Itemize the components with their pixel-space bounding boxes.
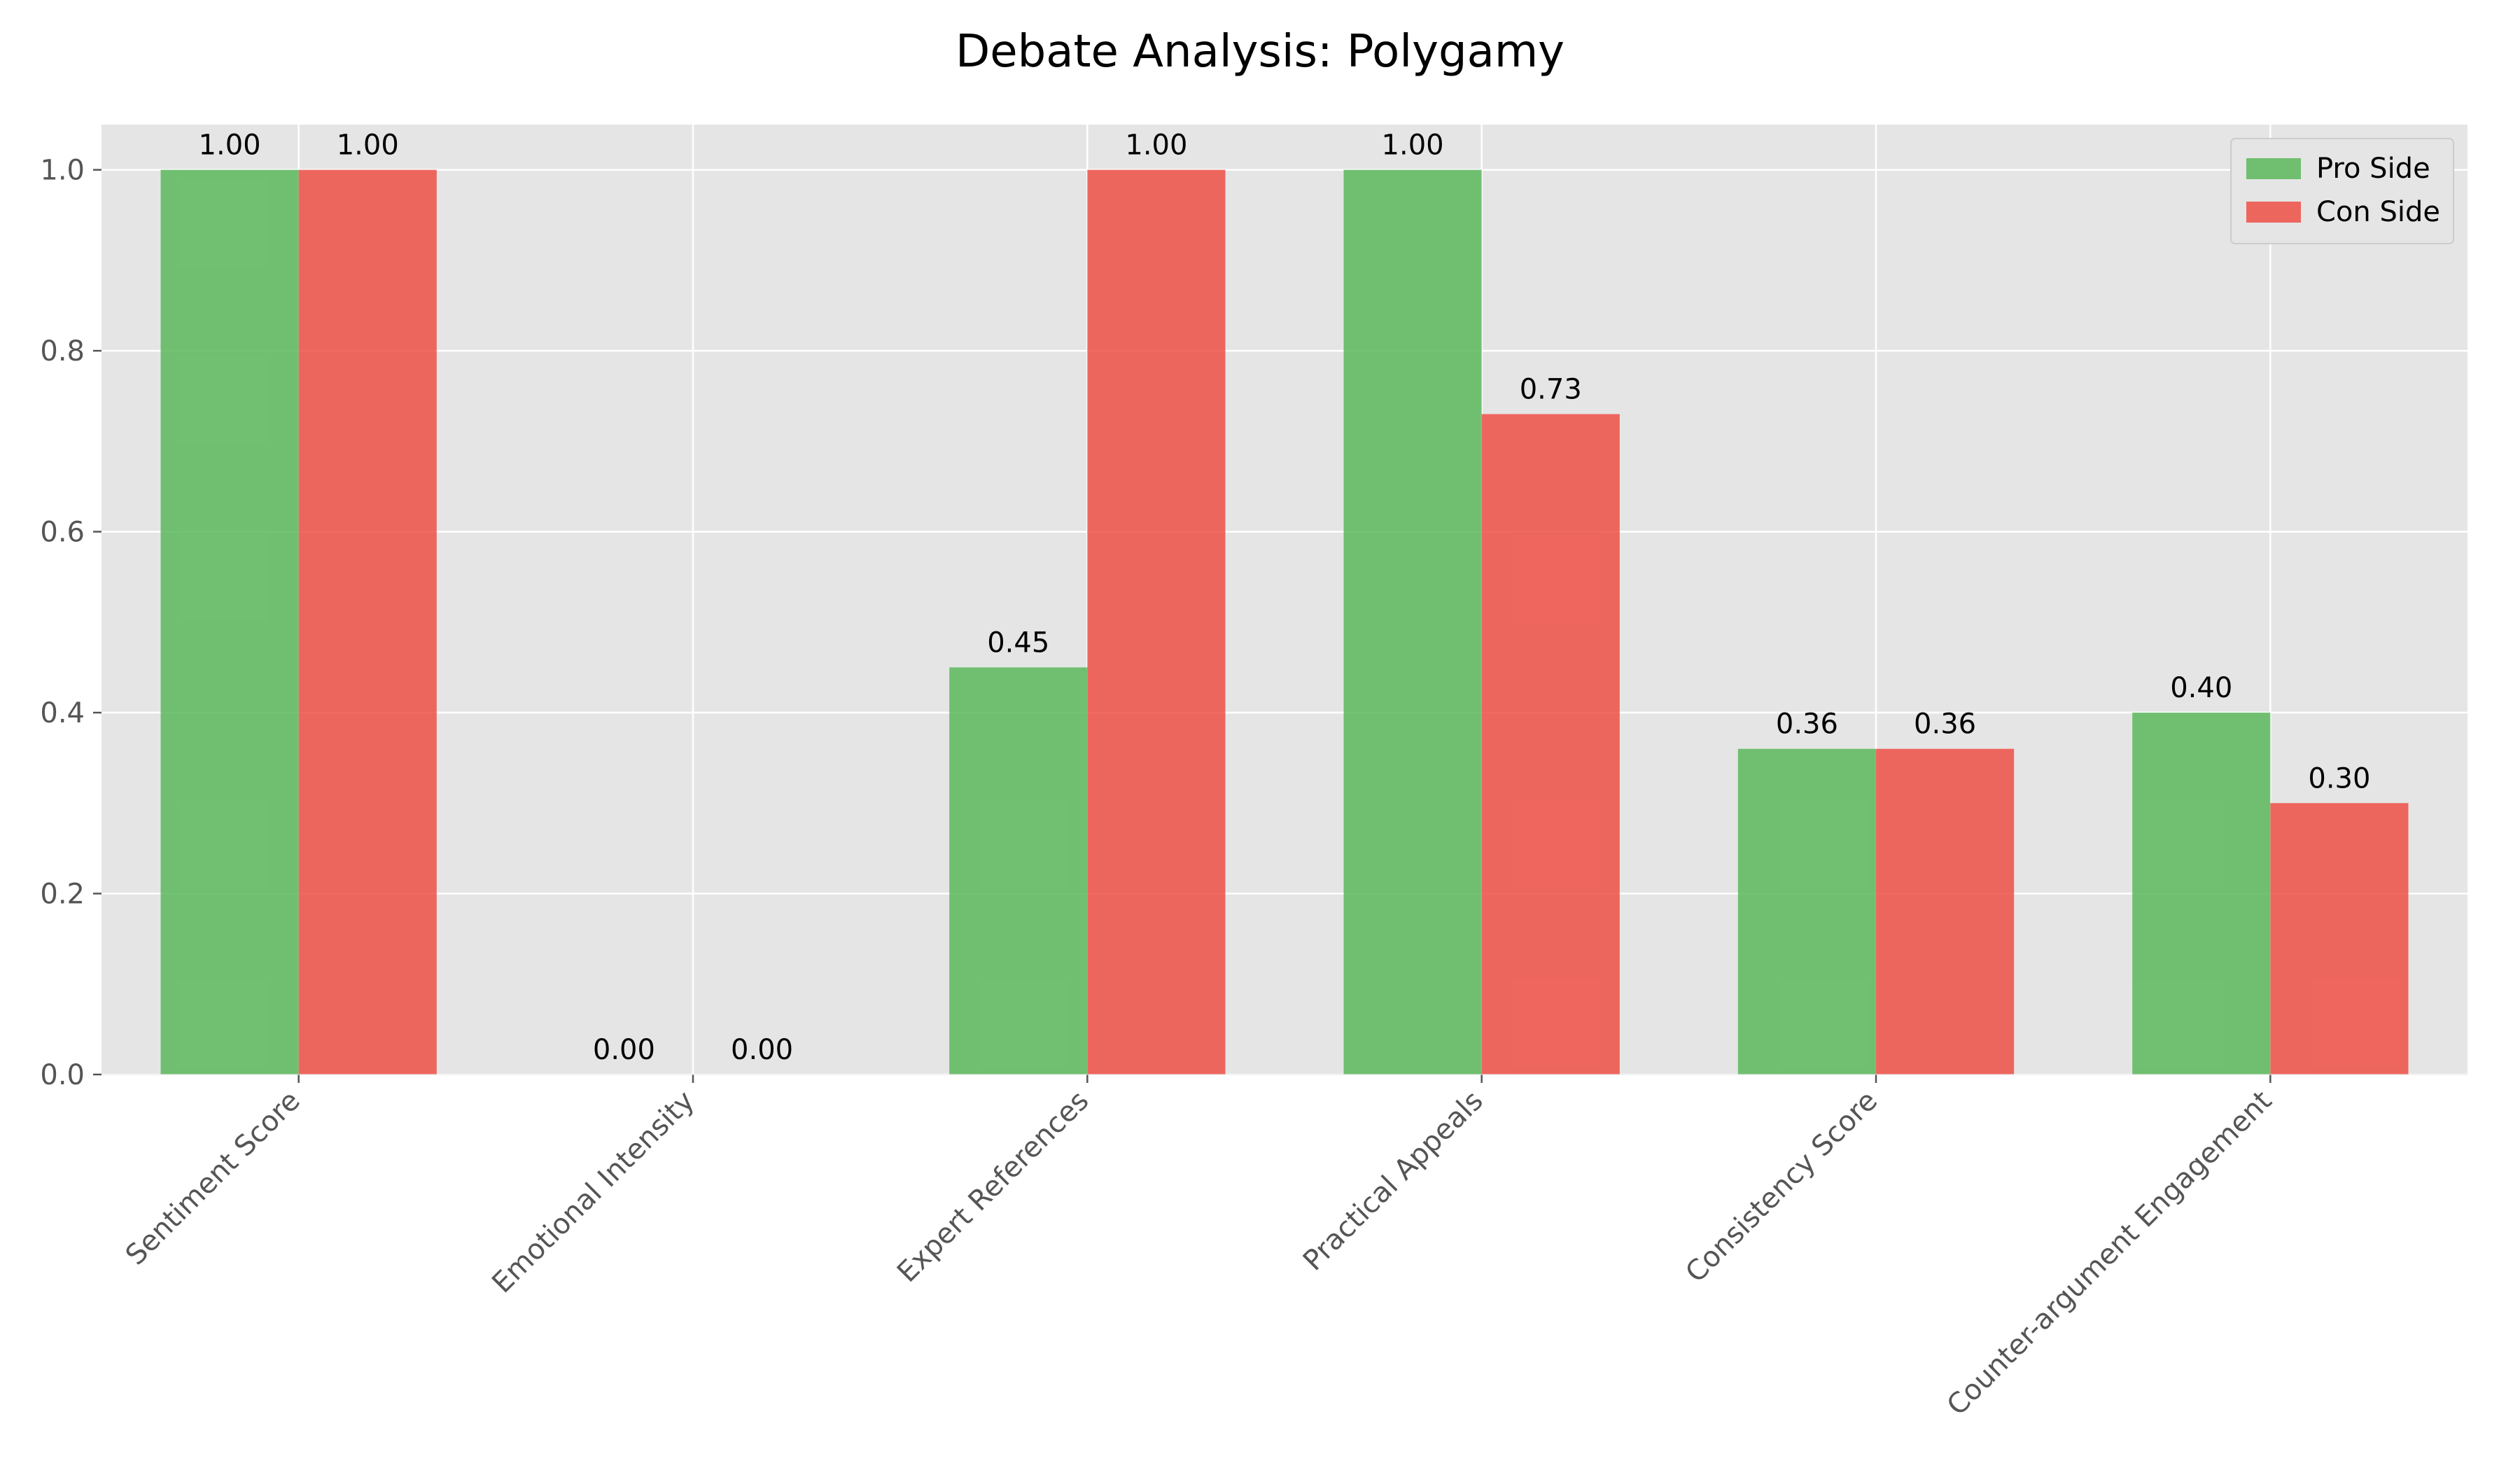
legend-swatch-con-side	[2246, 202, 2301, 223]
bar-pro-side-expert-references	[949, 667, 1088, 1074]
value-label-con-side-counter-argument-engagement: 0.30	[2308, 762, 2370, 794]
value-label-con-side-emotional-intensity: 0.00	[731, 1034, 793, 1066]
value-label-pro-side-sentiment-score: 1.00	[199, 130, 261, 162]
y-tick-label: 0.6	[40, 517, 85, 549]
bar-con-side-sentiment-score	[298, 169, 437, 1075]
y-tick-label: 0.2	[40, 878, 85, 911]
legend-label-pro-side: Pro Side	[2316, 153, 2430, 185]
value-label-con-side-sentiment-score: 1.00	[337, 130, 399, 162]
value-labels: 1.00 0.00 0.45 1.00 0.36 0.40 1.00 0.00 1.00 0.73…	[199, 130, 2371, 1066]
bars	[160, 169, 2409, 1075]
bar-con-side-counter-argument-engagement	[2270, 803, 2409, 1074]
bar-pro-side-sentiment-score	[160, 169, 299, 1075]
legend-label-con-side: Con Side	[2316, 196, 2440, 228]
legend-swatch-pro-side	[2246, 158, 2301, 179]
value-label-pro-side-expert-references: 0.45	[987, 626, 1049, 659]
bar-pro-side-counter-argument-engagement	[2132, 713, 2271, 1074]
y-axis: 0.0 0.2 0.4 0.6 0.8 1.0	[40, 155, 102, 1091]
bar-pro-side-consistency-score	[1737, 748, 1876, 1074]
y-tick-label: 0.8	[40, 335, 85, 368]
value-label-pro-side-emotional-intensity: 0.00	[593, 1034, 655, 1066]
value-label-pro-side-practical-appeals: 1.00	[1382, 130, 1444, 162]
bar-pro-side-practical-appeals	[1343, 169, 1482, 1075]
plot-area	[102, 125, 2468, 1074]
value-label-pro-side-consistency-score: 0.36	[1776, 708, 1838, 741]
legend: Pro Side Con Side	[2230, 138, 2454, 244]
y-tick-label: 0.4	[40, 697, 85, 729]
bar-con-side-expert-references	[1087, 169, 1226, 1075]
y-tick-label: 0.0	[40, 1059, 85, 1091]
value-label-con-side-expert-references: 1.00	[1125, 130, 1187, 162]
chart-title: Debate Analysis: Polygamy	[955, 26, 1564, 78]
value-label-con-side-practical-appeals: 0.73	[1520, 374, 1582, 406]
bar-con-side-practical-appeals	[1481, 414, 1620, 1074]
y-tick-label: 1.0	[40, 155, 85, 187]
bar-con-side-consistency-score	[1876, 748, 2015, 1074]
value-label-con-side-consistency-score: 0.36	[1914, 708, 1976, 741]
value-label-pro-side-counter-argument-engagement: 0.40	[2170, 672, 2232, 704]
